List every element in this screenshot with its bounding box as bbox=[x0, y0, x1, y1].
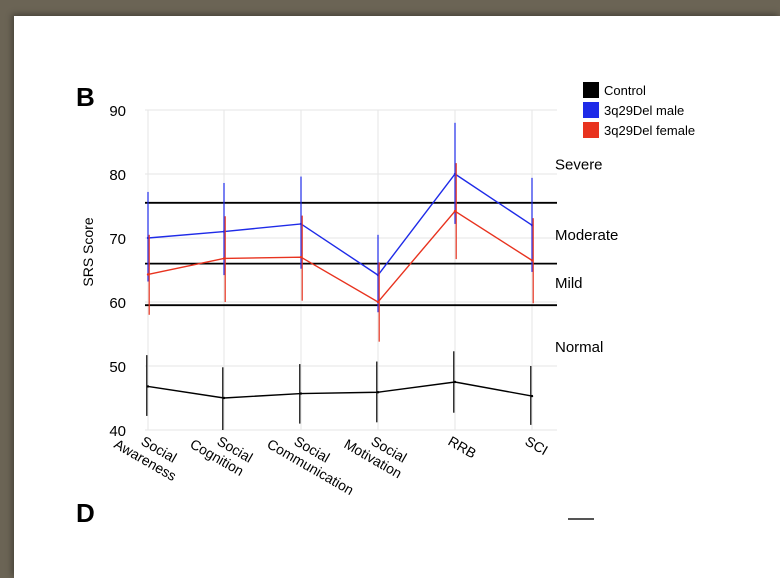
series-1 bbox=[146, 122, 534, 313]
panel-label-d: D bbox=[76, 498, 95, 528]
data-point-2-3 bbox=[376, 300, 380, 304]
panel-label-b: B bbox=[76, 82, 95, 112]
severity-thresholds bbox=[145, 201, 557, 307]
y-tick-label-3: 70 bbox=[109, 231, 126, 248]
y-tick-label-2: 60 bbox=[109, 295, 126, 312]
data-point-2-1 bbox=[222, 257, 226, 260]
data-point-0-1 bbox=[222, 396, 226, 400]
data-point-1-4 bbox=[453, 172, 457, 176]
data-point-2-2 bbox=[299, 256, 303, 259]
data-point-2-4 bbox=[453, 209, 457, 213]
grid bbox=[145, 109, 557, 431]
y-axis-ticks: 40 50 60 70 80 90 bbox=[109, 103, 126, 440]
legend: Control 3q29Del male 3q29Del female bbox=[583, 82, 695, 138]
series-0 bbox=[146, 351, 534, 430]
data-point-0-2 bbox=[299, 392, 303, 395]
data-point-1-3 bbox=[376, 273, 380, 277]
y-tick-label-4: 80 bbox=[109, 167, 126, 184]
y-tick-label-0: 40 bbox=[109, 423, 126, 440]
x-tick-line-4-0: RRB bbox=[446, 433, 480, 462]
series bbox=[146, 122, 534, 430]
severity-label-2: Mild bbox=[555, 275, 583, 292]
severity-label-0: Severe bbox=[555, 156, 603, 173]
legend-label-0: Control bbox=[604, 83, 646, 98]
y-axis-label: SRS Score bbox=[80, 217, 96, 286]
y-tick-label-5: 90 bbox=[109, 103, 126, 120]
severity-label-1: Moderate bbox=[555, 227, 618, 244]
series-line-2 bbox=[147, 210, 533, 303]
data-point-0-3 bbox=[376, 391, 380, 394]
legend-label-2: 3q29Del female bbox=[604, 123, 695, 138]
data-point-0-5 bbox=[530, 394, 534, 398]
data-point-0-0 bbox=[146, 385, 150, 388]
data-point-0-4 bbox=[453, 380, 457, 384]
series-line-0 bbox=[147, 381, 533, 399]
severity-labels: Severe Moderate Mild Normal bbox=[555, 156, 618, 355]
data-point-1-5 bbox=[530, 224, 534, 227]
x-tick-label-4: RRB bbox=[446, 433, 480, 462]
legend-label-1: 3q29Del male bbox=[604, 103, 684, 118]
severity-label-3: Normal bbox=[555, 339, 603, 356]
legend-swatch-1 bbox=[583, 102, 599, 118]
series-2 bbox=[146, 163, 534, 342]
series-line-1 bbox=[147, 173, 533, 277]
legend-swatch-0 bbox=[583, 82, 599, 98]
data-point-2-0 bbox=[146, 273, 150, 276]
data-point-2-5 bbox=[530, 259, 534, 262]
x-tick-line-5-0: SCI bbox=[523, 433, 551, 459]
data-point-1-2 bbox=[299, 222, 303, 226]
y-tick-label-1: 50 bbox=[109, 359, 126, 376]
legend-swatch-2 bbox=[583, 122, 599, 138]
x-tick-label-5: SCI bbox=[523, 433, 551, 459]
